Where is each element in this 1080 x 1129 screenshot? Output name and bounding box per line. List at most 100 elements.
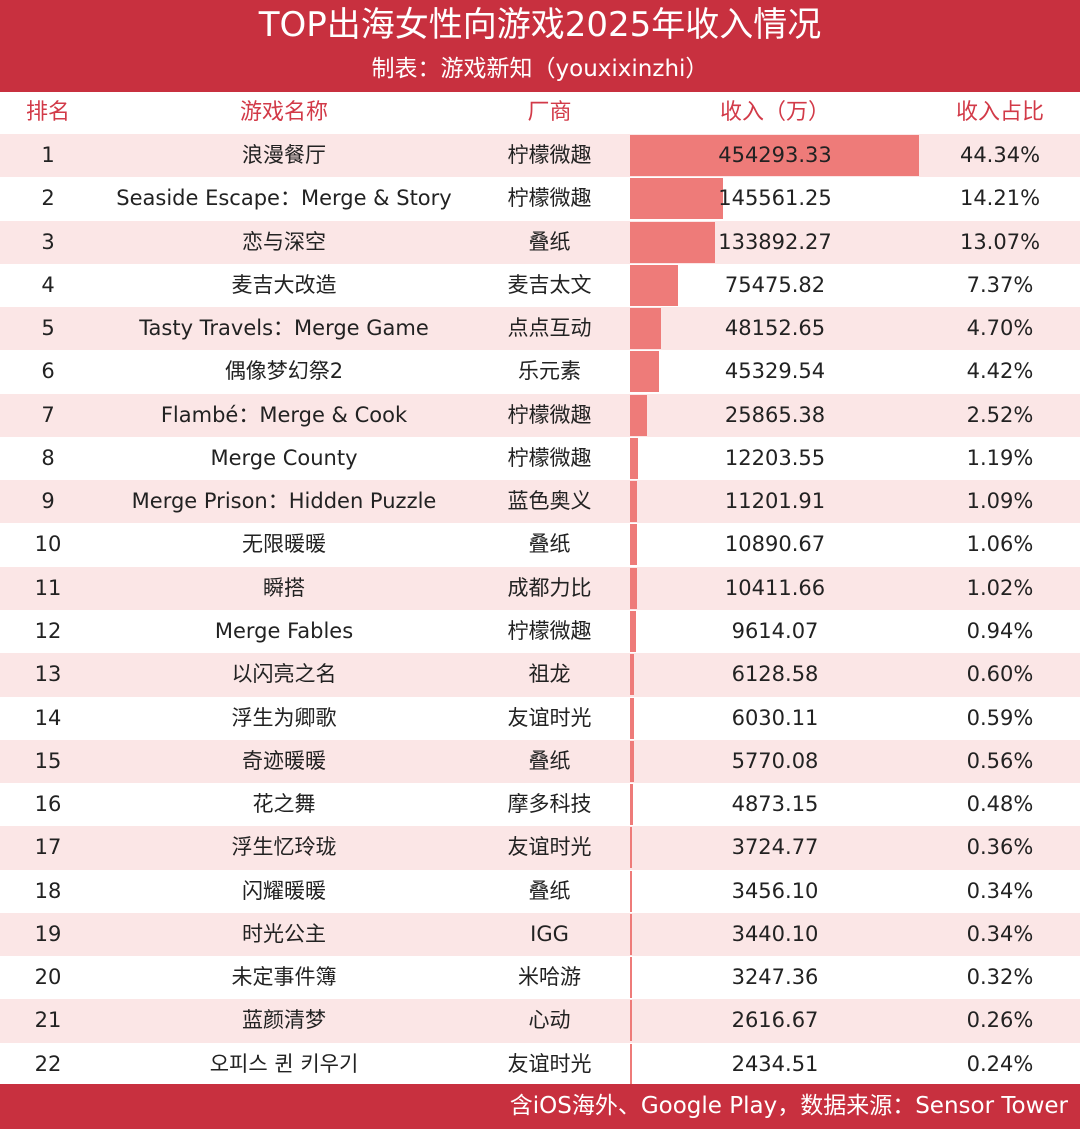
column-header-revenue: 收入（万） (719, 100, 830, 125)
table-row: 10 无限暖暖 叠纸 10890.67 1.06% (0, 523, 1080, 566)
table-row: 15 奇迹暖暖 叠纸 5770.08 0.56% (0, 739, 1080, 784)
share-cell: 1.19% (966, 445, 1034, 470)
revenue-bar-cell (630, 740, 920, 783)
table-row: 18 闪耀暖暖 叠纸 3456.10 0.34% (0, 870, 1080, 913)
revenue-value: 133892.27 (718, 229, 832, 254)
rank-cell: 12 (34, 618, 62, 643)
game-name-cell: 浮生为卿歌 (231, 705, 337, 730)
revenue-bar-cell (630, 177, 920, 220)
revenue-bar-cell (630, 437, 920, 480)
revenue-value: 145561.25 (718, 186, 832, 211)
revenue-value: 11201.91 (724, 489, 826, 514)
game-name-cell: 未定事件簿 (231, 965, 337, 990)
table-row: 7 Flambé：Merge & Cook 柠檬微趣 25865.38 2.52% (0, 393, 1080, 437)
revenue-bar (630, 567, 637, 609)
rank-cell: 17 (34, 835, 62, 860)
table-row: 13 以闪亮之名 祖龙 6128.58 0.60% (0, 653, 1080, 697)
rank-cell: 7 (41, 402, 55, 427)
revenue-bar (630, 221, 716, 263)
vendor-cell: 友谊时光 (507, 835, 592, 860)
rank-cell: 19 (34, 921, 62, 946)
game-name-cell: Seaside Escape：Merge & Story (116, 186, 452, 211)
game-name-cell: 闪耀暖暖 (242, 878, 326, 903)
revenue-value: 75475.82 (724, 272, 826, 297)
revenue-bar (630, 654, 634, 696)
vendor-cell: 柠檬微趣 (507, 618, 592, 643)
revenue-bar-cell (630, 264, 920, 307)
share-cell: 7.37% (966, 272, 1034, 297)
revenue-bar (630, 351, 659, 393)
chart-subtitle: 制表：游戏新知（youxixinzhi） (371, 56, 709, 82)
revenue-value: 2434.51 (731, 1051, 819, 1076)
rank-cell: 20 (34, 965, 62, 990)
table-row: 21 蓝颜清梦 心动 2616.67 0.26% (0, 999, 1080, 1043)
table-row: 12 Merge Fables 柠檬微趣 9614.07 0.94% (0, 610, 1080, 653)
revenue-value: 10890.67 (724, 532, 826, 557)
table-row: 22 오피스 퀸 키우기 友谊时光 2434.51 0.24% (0, 1043, 1080, 1086)
rank-cell: 5 (41, 316, 55, 341)
vendor-cell: 乐元素 (518, 359, 581, 384)
revenue-bar (630, 264, 678, 306)
revenue-value: 2616.67 (731, 1008, 819, 1033)
game-name-cell: Tasty Travels：Merge Game (139, 316, 429, 341)
revenue-bar (630, 913, 633, 955)
vendor-cell: 麦吉太文 (507, 272, 592, 297)
revenue-bar-cell (630, 913, 920, 956)
revenue-bar-cell (630, 826, 920, 869)
title-banner: TOP出海女性向游戏2025年收入情况 制表：游戏新知（youxixinzhi） (0, 0, 1080, 92)
revenue-value: 6128.58 (731, 662, 819, 687)
revenue-bar (630, 1043, 632, 1085)
rank-cell: 13 (34, 662, 62, 687)
revenue-value: 4873.15 (731, 792, 819, 817)
vendor-cell: 祖龙 (528, 662, 571, 687)
share-cell: 0.24% (966, 1051, 1034, 1076)
revenue-bar (630, 178, 723, 220)
table-row: 20 未定事件簿 米哈游 3247.36 0.32% (0, 956, 1080, 999)
table-row: 16 花之舞 摩多科技 4873.15 0.48% (0, 783, 1080, 826)
vendor-cell: 叠纸 (528, 748, 571, 773)
vendor-cell: 成都力比 (507, 575, 592, 600)
table-row: 2 Seaside Escape：Merge & Story 柠檬微趣 145561.… (0, 177, 1080, 220)
vendor-cell: 叠纸 (528, 532, 571, 557)
column-header-rank: 排名 (25, 100, 70, 125)
share-cell: 0.34% (966, 921, 1034, 946)
game-name-cell: Merge Fables (214, 618, 354, 643)
revenue-value: 9614.07 (731, 618, 819, 643)
revenue-bar-cell (630, 523, 920, 566)
game-name-cell: 오피스 퀸 키우기 (209, 1051, 359, 1076)
share-cell: 0.56% (966, 748, 1034, 773)
revenue-bar (630, 437, 638, 479)
revenue-bar (630, 1000, 632, 1042)
revenue-bar (630, 697, 634, 739)
share-cell: 1.02% (966, 575, 1034, 600)
rank-cell: 10 (34, 532, 62, 557)
rank-cell: 22 (34, 1051, 62, 1076)
game-name-cell: 浪漫餐厅 (242, 143, 326, 167)
share-cell: 0.60% (966, 662, 1034, 687)
revenue-bar-cell (630, 394, 920, 437)
share-cell: 2.52% (966, 402, 1034, 427)
share-cell: 0.34% (966, 878, 1034, 903)
share-cell: 0.94% (966, 618, 1034, 643)
table-row: 11 瞬搭 成都力比 10411.66 1.02% (0, 566, 1080, 610)
revenue-bar-cell (630, 783, 920, 826)
game-name-cell: 时光公主 (242, 921, 326, 946)
share-cell: 0.32% (966, 965, 1034, 990)
table-row: 8 Merge County 柠檬微趣 12203.55 1.19% (0, 437, 1080, 480)
rank-cell: 9 (41, 489, 55, 514)
game-name-cell: 浮生忆玲珑 (231, 835, 337, 860)
share-cell: 0.59% (966, 705, 1034, 730)
revenue-value: 6030.11 (731, 705, 819, 730)
vendor-cell: 柠檬微趣 (507, 186, 592, 211)
rank-cell: 6 (41, 359, 55, 384)
table-row: 1 浪漫餐厅 柠檬微趣 454293.33 44.34% (0, 134, 1080, 178)
revenue-bar-cell (630, 307, 920, 350)
vendor-cell: 柠檬微趣 (507, 445, 592, 470)
rank-cell: 14 (34, 705, 62, 730)
share-cell: 0.36% (966, 835, 1034, 860)
share-cell: 14.21% (959, 186, 1041, 211)
vendor-cell: 心动 (528, 1008, 571, 1033)
revenue-bar-cell (630, 956, 920, 999)
table-row: 9 Merge Prison：Hidden Puzzle 蓝色奥义 11201.91 1… (0, 480, 1080, 524)
share-cell: 4.42% (966, 359, 1034, 384)
